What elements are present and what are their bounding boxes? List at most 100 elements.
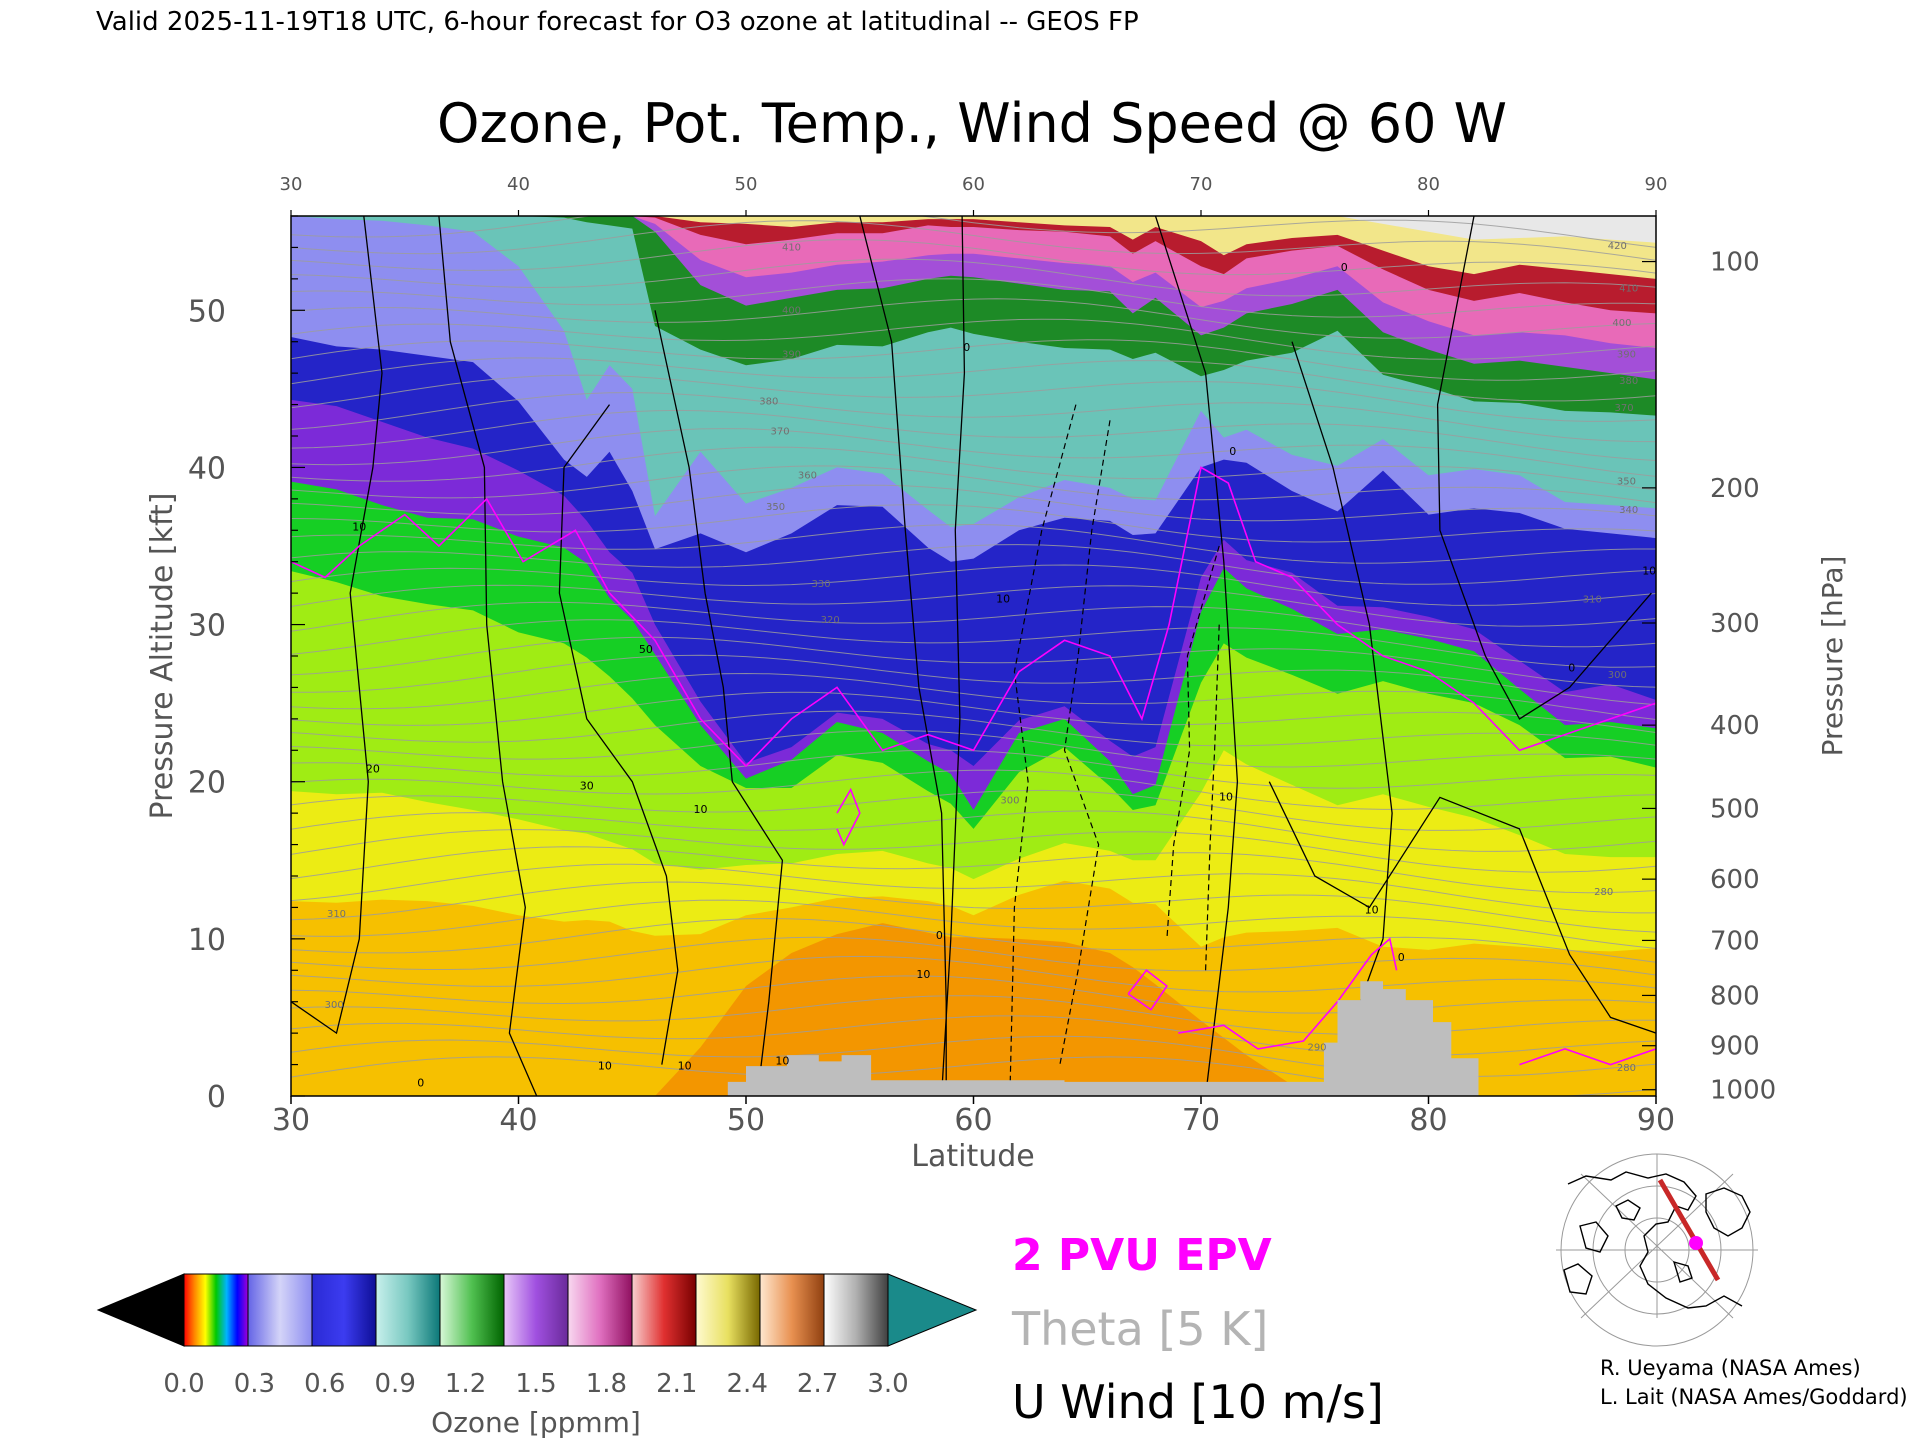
theta-contour	[291, 339, 1656, 381]
wind-label: 50	[639, 643, 653, 656]
pressure-tick-label: 600	[1710, 865, 1760, 895]
inset-location-map	[1556, 1153, 1758, 1347]
theta-label: 410	[782, 243, 801, 254]
theta-label: 310	[1583, 595, 1602, 606]
wind-contour-negative	[1009, 404, 1077, 1096]
colorbar-segment	[183, 1273, 249, 1347]
epv-contour	[1127, 969, 1168, 1011]
theta-contour	[291, 220, 1656, 261]
ozone-colorbar	[96, 1273, 978, 1347]
theta-label: 300	[1000, 796, 1019, 807]
pressure-tick-label: 400	[1710, 711, 1760, 741]
colorbar-tick-label: 0.0	[163, 1369, 204, 1399]
chart-title: Ozone, Pot. Temp., Wind Speed @ 60 W	[437, 92, 1507, 155]
wind-contour	[940, 216, 966, 1096]
colorbar-segment	[439, 1273, 505, 1347]
wind-label: 0	[1229, 445, 1236, 458]
wind-contour	[1268, 781, 1656, 1034]
y-axis-right: 100 200 300 400 500 600 700 800 900 1000	[1642, 248, 1776, 1106]
x-tick-label-top: 50	[735, 174, 758, 195]
theta-contour	[291, 601, 1656, 648]
theta-contour	[291, 484, 1656, 522]
colorbar-tick-label: 0.6	[304, 1369, 345, 1399]
wind-contour	[654, 310, 784, 1096]
wind-contour	[558, 404, 679, 1065]
pressure-tick-label: 800	[1710, 981, 1760, 1011]
theta-contour	[291, 504, 1656, 543]
theta-contour	[291, 899, 1656, 949]
colorbar-tick-label: 3.0	[867, 1369, 908, 1399]
theta-label: 390	[782, 349, 801, 360]
theta-label: 400	[1612, 318, 1631, 329]
theta-contour	[291, 691, 1656, 733]
theta-label: 350	[1617, 477, 1636, 488]
theta-contour	[291, 428, 1656, 477]
theta-contour	[291, 654, 1656, 706]
wind-label: 0	[1398, 951, 1405, 964]
colorbar-tick-label: 2.1	[656, 1369, 697, 1399]
theta-contour	[291, 881, 1656, 933]
wind-contour-negative	[1205, 624, 1220, 971]
x-tick-label: 90	[1637, 1103, 1675, 1138]
theta-contour	[291, 258, 1656, 297]
theta-label: 300	[325, 1000, 344, 1011]
theta-contour	[291, 357, 1656, 402]
theta-contour	[291, 619, 1656, 668]
wind-contour	[438, 216, 538, 1096]
theta-label: 280	[1617, 1063, 1636, 1074]
epv-contour	[1519, 1048, 1656, 1066]
colorbar-segment	[247, 1273, 313, 1347]
epv-contour	[836, 787, 861, 847]
ozone-cross-section: 4104003903803703603503303203103003002902…	[291, 216, 1656, 1096]
theta-label: 410	[1619, 283, 1638, 294]
legend-wind: U Wind [10 m/s]	[1012, 1375, 1384, 1429]
terrain	[727, 981, 1479, 1096]
wind-label: 10	[996, 593, 1010, 606]
theta-contour	[291, 374, 1656, 422]
y-tick-label: 0	[207, 1080, 226, 1115]
theta-contour	[291, 298, 1656, 339]
theta-label: 320	[821, 615, 840, 626]
theta-label: 380	[1619, 376, 1638, 387]
theta-label: 370	[1615, 403, 1634, 414]
wind-label: 10	[916, 968, 930, 981]
x-axis-bottom: 30 40 50 60 70 80 90	[272, 1096, 1675, 1138]
wind-contour	[291, 216, 383, 1035]
theta-label: 400	[782, 305, 801, 316]
wind-label: 10	[352, 520, 366, 533]
colorbar-segment	[759, 1273, 825, 1347]
pressure-tick-label: 300	[1710, 609, 1760, 639]
theta-contour	[291, 672, 1656, 720]
pressure-tick-label: 100	[1710, 248, 1760, 278]
x-tick-label-top: 40	[507, 174, 530, 195]
theta-contour	[291, 789, 1656, 831]
theta-contour	[291, 917, 1656, 963]
wind-contour-negative	[1059, 420, 1111, 1065]
pressure-tick-label: 500	[1710, 794, 1760, 824]
y-tick-label: 30	[188, 609, 226, 644]
wind-contour	[859, 216, 947, 1096]
theta-label: 280	[1594, 887, 1613, 898]
theta-contour	[291, 278, 1656, 318]
x-tick-label-top: 30	[280, 174, 303, 195]
y-tick-label: 50	[188, 294, 226, 329]
location-marker	[1689, 1236, 1703, 1250]
y-tick-label: 20	[188, 766, 226, 801]
pressure-tick-label: 700	[1710, 926, 1760, 956]
theta-contour	[291, 729, 1656, 768]
theta-contour	[291, 829, 1656, 873]
colorbar-segment	[375, 1273, 441, 1347]
wind-contour-negative	[1166, 545, 1220, 939]
colorbar-tick-label: 0.9	[375, 1369, 416, 1399]
theta-contour	[291, 955, 1656, 993]
colorbar-segment	[503, 1273, 569, 1347]
pressure-tick-label: 900	[1710, 1032, 1760, 1062]
wind-label: 10	[1219, 791, 1233, 804]
colorbar-tick-labels: 0.0 0.3 0.6 0.9 1.2 1.5 1.8 2.1 2.4 2.7 3.0	[163, 1369, 908, 1399]
colorbar-tick-label: 1.8	[586, 1369, 627, 1399]
x-tick-label: 60	[954, 1103, 992, 1138]
theta-label: 340	[1619, 505, 1638, 516]
credit-line-1: R. Ueyama (NASA Ames)	[1600, 1356, 1861, 1380]
theta-contour	[291, 636, 1656, 688]
